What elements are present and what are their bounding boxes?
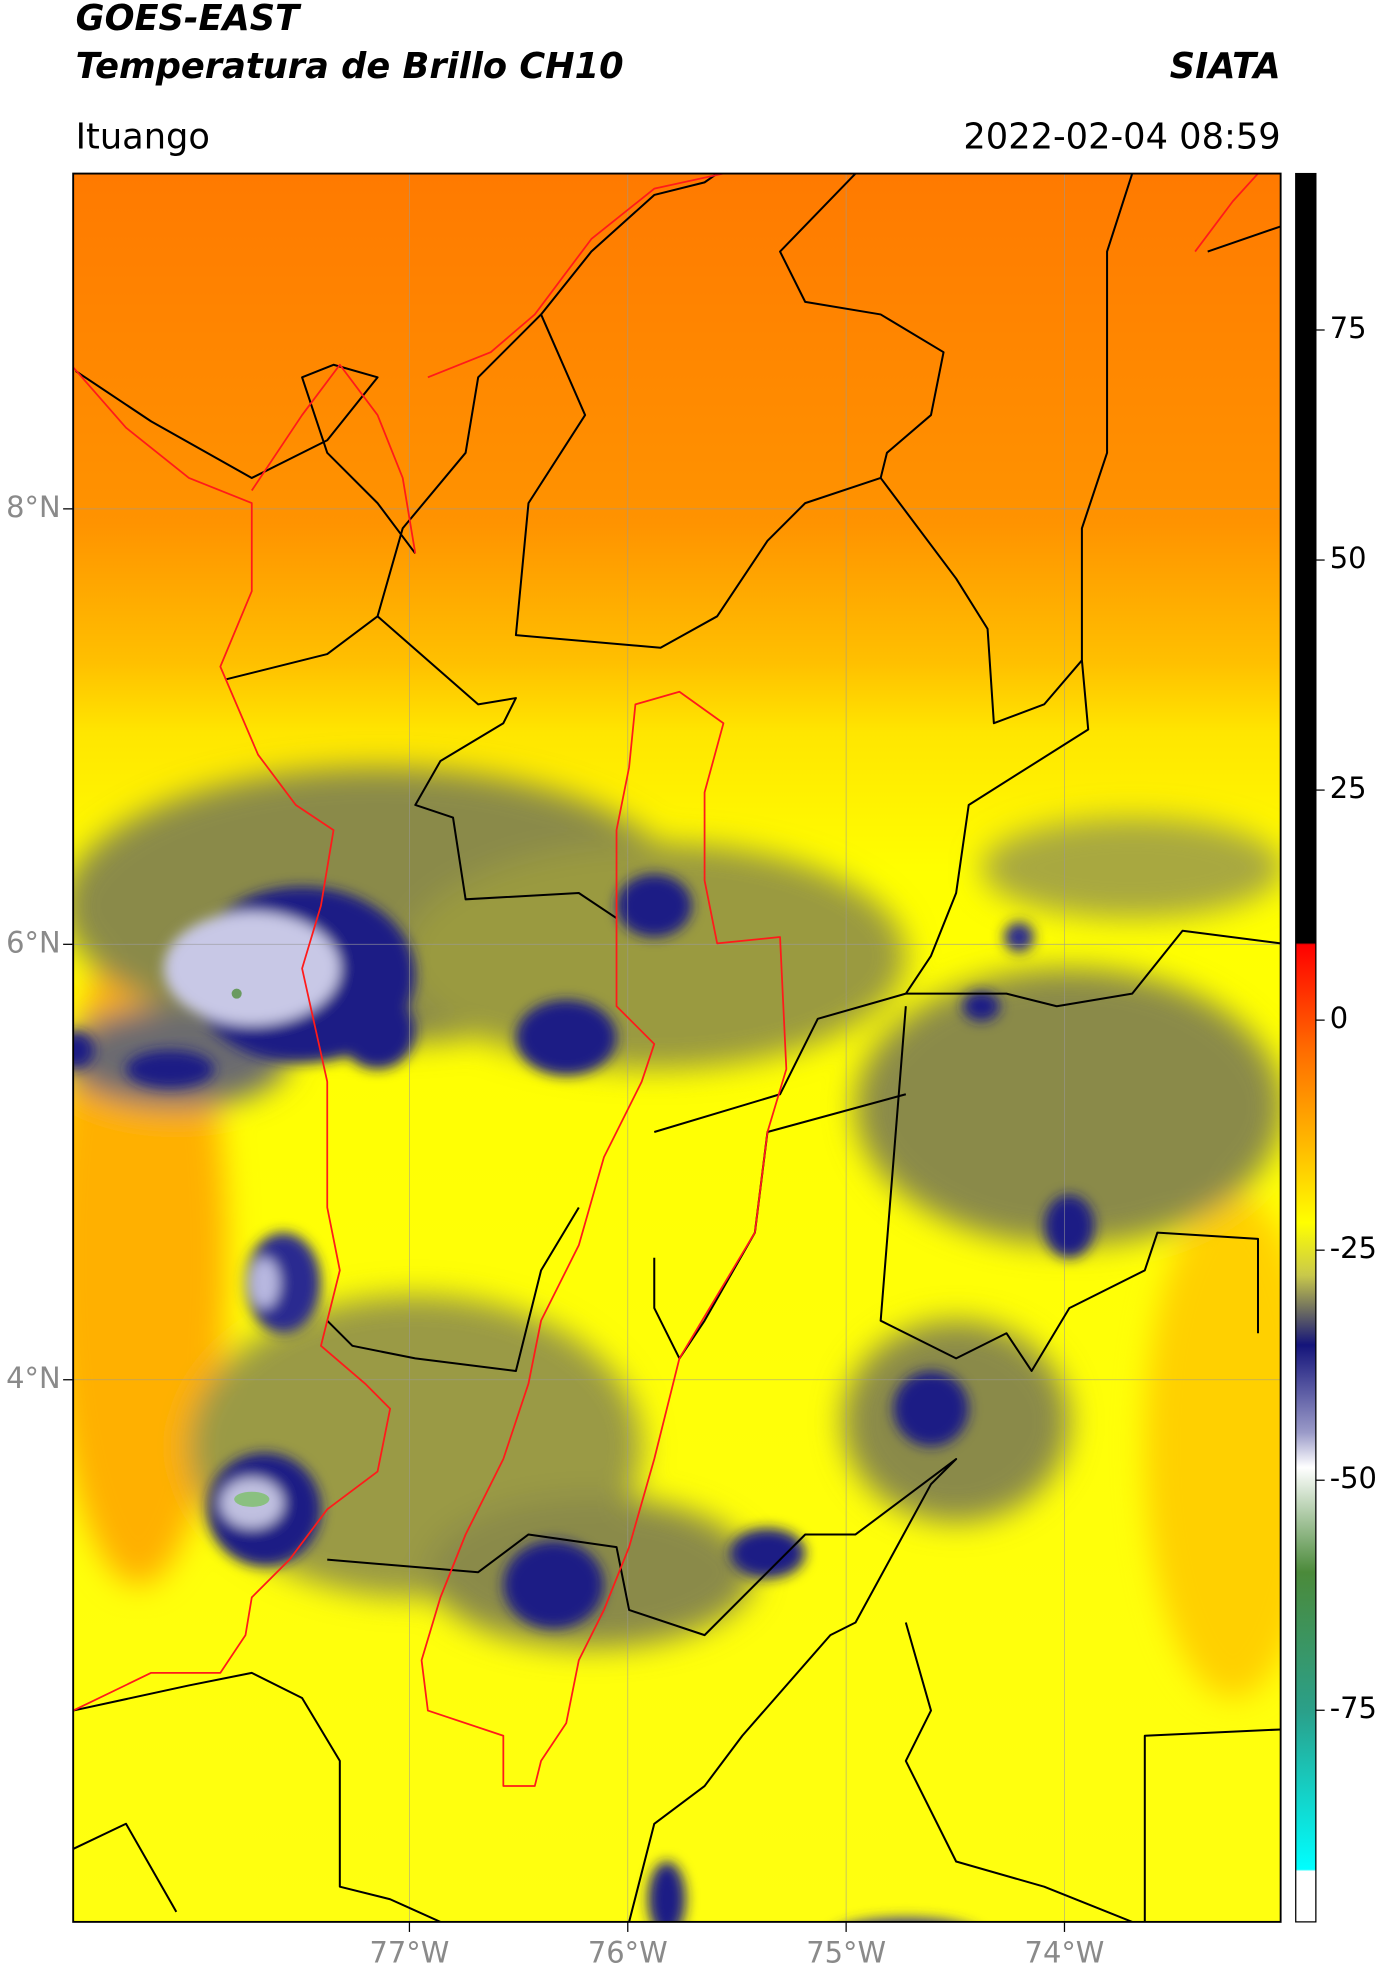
y-tick-label: 6°N [6, 925, 60, 959]
subtitle: Temperatura de Brillo CH10 [76, 46, 624, 87]
title: GOES-EAST [76, 0, 302, 39]
region-outline [73, 173, 1259, 1787]
x-tick-label: 77°W [370, 1936, 450, 1970]
y-tick-label: 8°N [6, 490, 60, 524]
colorbar-axis: 75 50 25 0 -25 -50 -75 [1315, 311, 1377, 1725]
grid [73, 173, 1281, 1922]
colorbar-tick-label: -50 [1330, 1461, 1377, 1495]
colorbar-tick-label: -75 [1330, 1691, 1377, 1725]
x-tick-label: 76°W [588, 1936, 668, 1970]
location: Ituango [76, 116, 210, 157]
datetime: 2022-02-04 08:59 [963, 116, 1280, 157]
colorbar-tick-label: -25 [1330, 1231, 1377, 1265]
map-frame [72, 172, 1282, 1923]
borders [73, 173, 1281, 1922]
map-image [73, 173, 1281, 1922]
y-tick-label: 4°N [6, 1361, 60, 1395]
source: SIATA [1170, 46, 1281, 87]
x-tick-label: 75°W [806, 1936, 886, 1970]
colorbar-tick-label: 25 [1330, 771, 1367, 805]
colorbar-tick-label: 0 [1330, 1001, 1348, 1035]
map-axes: 77°W 76°W 75°W 74°W 8°N 6°N 4°N [6, 490, 1104, 1970]
colorbar [1295, 172, 1317, 1923]
colorbar-tick-label: 75 [1330, 311, 1367, 345]
colorbar-tick-label: 50 [1330, 541, 1367, 575]
x-tick-label: 74°W [1025, 1936, 1105, 1970]
